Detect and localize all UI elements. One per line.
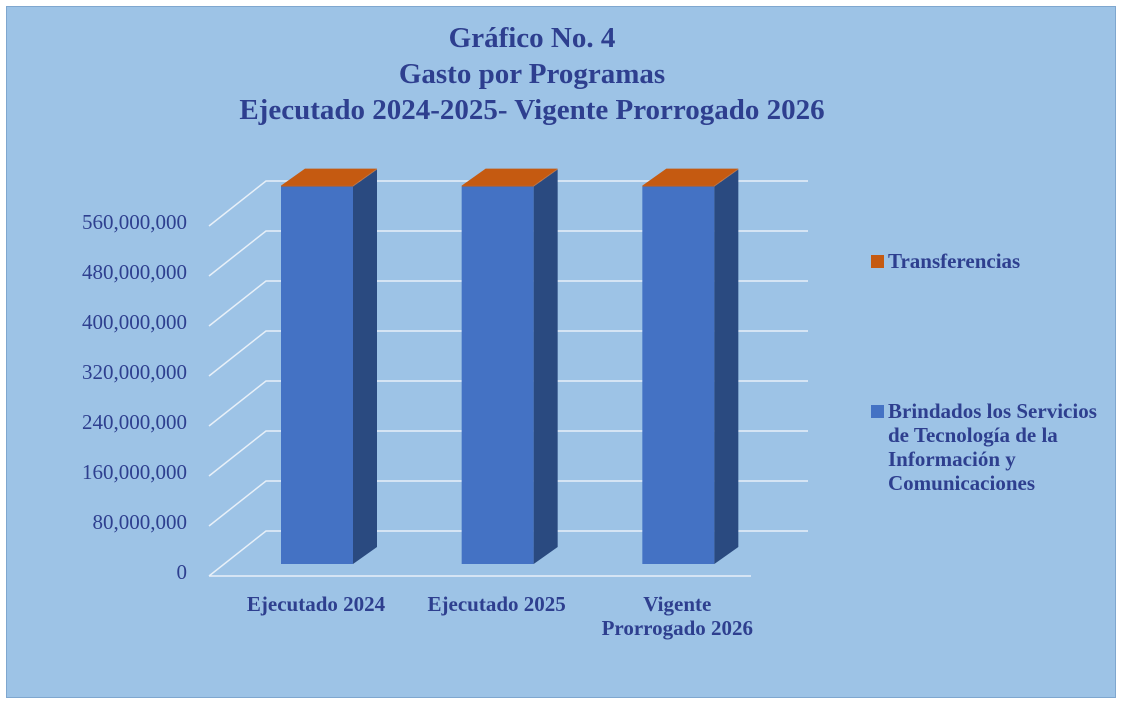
grid-line — [208, 380, 808, 427]
x-tick-label: Ejecutado 2025 — [427, 592, 566, 616]
grid-line — [208, 530, 808, 577]
legend-swatch — [871, 255, 884, 268]
bar-side — [353, 169, 377, 564]
bar-segment — [461, 185, 534, 187]
grid-line — [208, 430, 808, 477]
x-tick-label: Ejecutado 2024 — [246, 592, 386, 616]
chart-title: Gasto por Programas — [399, 58, 665, 90]
bar-side — [533, 169, 558, 564]
y-tick-label: 0 — [177, 560, 188, 584]
y-tick-label: 80,000,000 — [93, 510, 188, 534]
bar-top — [281, 168, 377, 186]
y-tick-label: 160,000,000 — [82, 460, 187, 484]
y-tick-label: 240,000,000 — [82, 410, 187, 434]
y-tick-label: 320,000,000 — [82, 360, 187, 384]
bar-top — [642, 168, 739, 186]
x-tick-label: Vigente Prorrogado 2026 — [601, 592, 754, 640]
bar-segment — [281, 186, 353, 564]
bar-segment — [642, 185, 715, 187]
bar-side — [353, 168, 377, 187]
legend-label: Brindados los Servicios de Tecnología de… — [888, 399, 1097, 495]
bar-side — [714, 169, 739, 564]
bar-top — [461, 168, 558, 186]
grid-line — [208, 330, 808, 377]
grid-line — [208, 280, 808, 327]
grid-line — [208, 180, 808, 227]
legend-label: Transferencias — [888, 249, 1021, 273]
chart: Gráfico No. 4 Gasto por Programas Ejecut… — [82, 22, 825, 584]
grid-line — [208, 480, 808, 527]
grid-line — [208, 230, 808, 277]
bar-side — [714, 168, 739, 187]
chart-title: Ejecutado 2024-2025- Vigente Prorrogado … — [239, 94, 824, 126]
y-tick-label: 480,000,000 — [82, 260, 187, 284]
bar-segment — [642, 186, 715, 564]
bar-side — [533, 168, 558, 187]
y-tick-label: 560,000,000 — [82, 210, 187, 234]
y-tick-label: 400,000,000 — [82, 310, 187, 334]
bar-segment — [281, 185, 353, 187]
bar-segment — [461, 186, 534, 564]
legend-swatch — [871, 405, 884, 418]
chart-title: Gráfico No. 4 — [449, 22, 616, 54]
chart-area: Gráfico No. 4 Gasto por Programas Ejecut… — [6, 6, 1116, 698]
